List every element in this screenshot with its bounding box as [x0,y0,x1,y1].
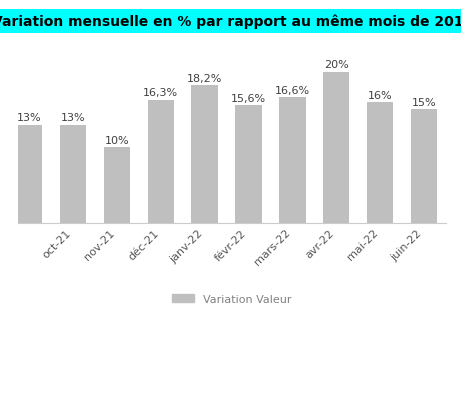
Title: Variation mensuelle en % par rapport au même mois de 2019: Variation mensuelle en % par rapport au … [0,15,461,29]
Bar [323,73,349,223]
Text: 20%: 20% [324,60,349,70]
Text: 15%: 15% [412,98,437,108]
Text: 16%: 16% [368,90,392,100]
Text: 18,2%: 18,2% [187,74,222,84]
Bar [191,86,218,223]
Bar [104,148,130,223]
Bar [60,125,86,223]
Bar [148,100,174,223]
Bar [16,125,42,223]
Bar [411,110,437,223]
Text: 16,6%: 16,6% [275,86,310,96]
Legend: Variation Valeur: Variation Valeur [168,290,296,308]
Text: 10%: 10% [105,136,129,146]
Text: 13%: 13% [61,113,85,123]
Text: 13%: 13% [17,113,41,123]
Bar [236,105,262,223]
Bar [279,98,306,223]
Bar [367,103,393,223]
Text: 16,3%: 16,3% [143,88,178,98]
Text: 15,6%: 15,6% [231,93,266,103]
